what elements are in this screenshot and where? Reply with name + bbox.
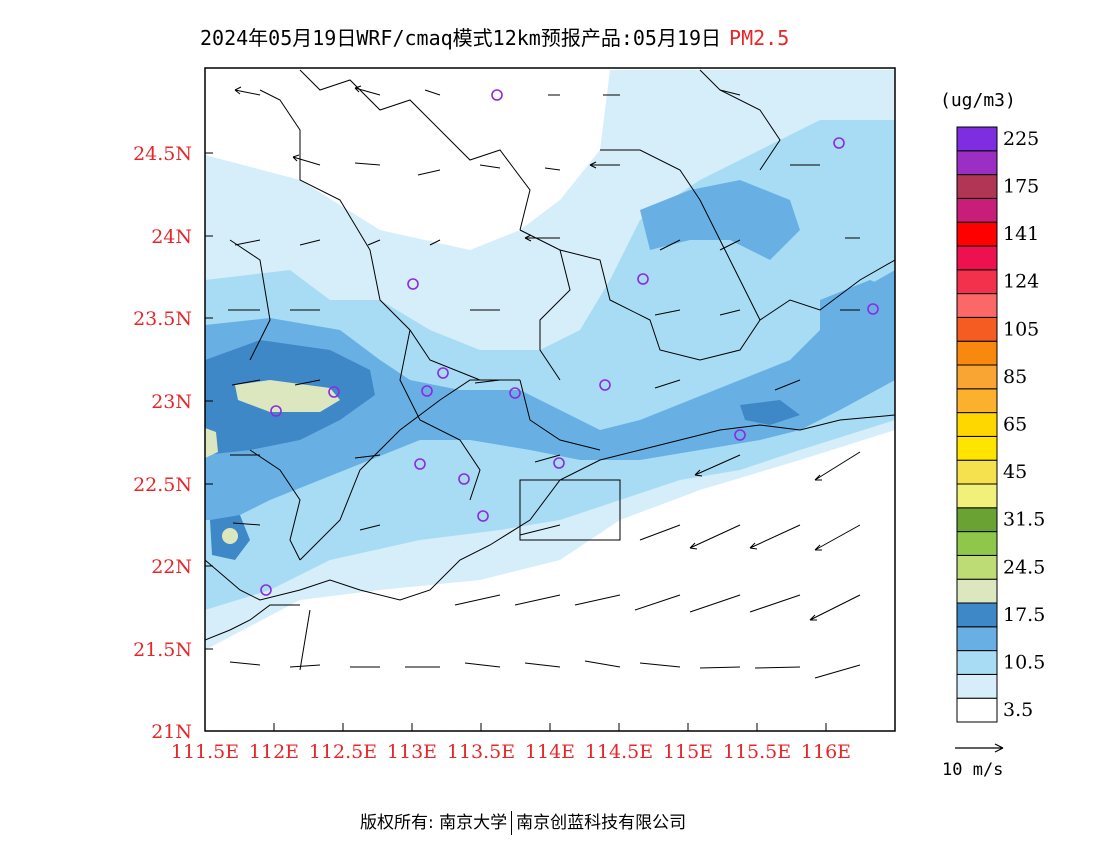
legend-bin (956, 412, 998, 437)
lon-label: 113E (387, 741, 437, 763)
legend-bin-label: 31.5 (1003, 509, 1045, 531)
lon-label: 116E (801, 741, 851, 763)
boundaries (205, 69, 895, 671)
lon-label: 112E (249, 741, 299, 763)
legend-bin (956, 364, 998, 390)
legend-unit: (ug/m3) (940, 90, 1016, 111)
title-main: 2024年05月19日WRF/cmaq模式12km预报产品:05月19日 (200, 26, 722, 50)
lat-label: 24N (151, 226, 192, 248)
legend-bin-label: 17.5 (1003, 604, 1045, 626)
legend-bin (956, 602, 998, 628)
legend-colorbar (956, 126, 998, 723)
legend-bin (956, 245, 998, 271)
wind-reference-arrow (955, 743, 1004, 753)
copyright: 版权所有: 南京大学 南京创蓝科技有限公司 (360, 808, 686, 835)
legend-bin (956, 554, 998, 580)
copyright-left: 版权所有: 南京大学 (360, 813, 508, 833)
legend-bin-label: 124 (1003, 271, 1039, 293)
legend-bin (956, 578, 998, 604)
title-product: PM2.5 (729, 26, 790, 50)
legend-bin (956, 221, 998, 247)
legend-bin (956, 126, 998, 152)
copyright-right: 南京创蓝科技有限公司 (516, 813, 687, 833)
lat-label: 21N (151, 721, 192, 743)
lon-label: 115.5E (723, 741, 791, 763)
lon-label: 114E (525, 741, 575, 763)
legend-bin (956, 197, 998, 223)
lat-label: 22N (151, 556, 192, 578)
lon-label: 114.5E (585, 741, 653, 763)
lat-label: 23N (151, 391, 192, 413)
legend-bin (956, 174, 998, 199)
lon-label: 111.5E (171, 741, 239, 763)
legend-bin (956, 340, 998, 366)
lat-label: 24.5N (133, 143, 192, 165)
legend-bin (956, 293, 998, 318)
lat-label: 23.5N (133, 308, 192, 330)
legend-bin-label: 85 (1003, 366, 1027, 388)
lon-label: 113.5E (447, 741, 515, 763)
legend-bin (956, 650, 998, 675)
legend-bin (956, 697, 998, 723)
pm25-field (205, 68, 895, 731)
lat-ticks (205, 152, 213, 650)
legend-bin (956, 150, 998, 176)
legend-bin (956, 531, 998, 556)
legend-bin (956, 507, 998, 533)
legend-bin (956, 316, 998, 342)
lon-label: 112.5E (309, 741, 377, 763)
legend-bin (956, 435, 998, 461)
legend-bin-label: 225 (1003, 128, 1039, 150)
legend-bin (956, 626, 998, 652)
lon-label: 115E (663, 741, 713, 763)
monitoring-stations (260, 89, 879, 596)
legend-bin (956, 459, 998, 485)
map-title: 2024年05月19日WRF/cmaq模式12km预报产品:05月19日 PM2.… (200, 22, 789, 51)
legend-bin-label: 10.5 (1003, 652, 1045, 674)
legend-bin (956, 483, 998, 509)
legend-bin-label: 3.5 (1003, 699, 1033, 721)
legend-bin (956, 388, 998, 414)
wind-reference-label: 10 m/s (942, 760, 1004, 780)
wind-vectors (228, 85, 861, 679)
legend-bin-label: 141 (1003, 223, 1039, 245)
legend-bin (956, 269, 998, 295)
legend-bin (956, 673, 998, 699)
legend-bin-label: 24.5 (1003, 556, 1045, 578)
legend-labels: 3.5 10.5 17.5 24.5 31.5 45 65 85 105 124 141 175 225 (1003, 128, 1045, 721)
lat-label: 21.5N (133, 639, 192, 661)
lat-label: 22.5N (133, 474, 192, 496)
copyright-separator (511, 811, 513, 835)
legend-bin-label: 105 (1003, 318, 1039, 340)
legend-bin-label: 45 (1003, 461, 1027, 483)
legend-bin-label: 175 (1003, 176, 1039, 198)
legend-bin-label: 65 (1003, 414, 1027, 436)
lon-ticks (204, 723, 827, 731)
